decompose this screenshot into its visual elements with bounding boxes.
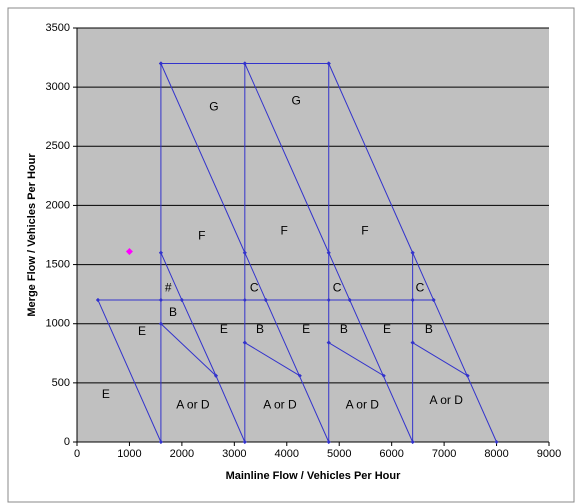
annotation: F [280, 224, 287, 238]
marker [465, 373, 470, 378]
annotation: C [250, 280, 259, 294]
annotation: B [169, 305, 177, 319]
marker [326, 61, 331, 66]
annotation: E [383, 322, 391, 336]
y-tick-label: 1500 [46, 258, 70, 270]
x-tick-label: 4000 [275, 448, 299, 460]
annotation: A or D [430, 393, 464, 407]
marker [179, 298, 184, 303]
x-tick-label: 0 [74, 448, 80, 460]
marker [297, 373, 302, 378]
marker [410, 340, 415, 345]
marker [242, 340, 247, 345]
x-tick-label: 2000 [170, 448, 194, 460]
plot-area [77, 28, 549, 442]
y-tick-label: 2000 [46, 199, 70, 211]
marker [326, 340, 331, 345]
x-axis-title: Mainline Flow / Vehicles Per Hour [226, 470, 402, 482]
x-tick-label: 1000 [117, 448, 141, 460]
annotation: B [340, 322, 348, 336]
marker [494, 440, 499, 444]
annotation: A or D [263, 398, 297, 412]
annotation: F [198, 228, 205, 242]
marker [431, 298, 436, 303]
marker [242, 440, 247, 444]
annotation: E [302, 322, 310, 336]
x-tick-label: 9000 [537, 448, 561, 460]
marker [326, 250, 331, 255]
y-tick-label: 1000 [46, 318, 70, 330]
marker [242, 250, 247, 255]
y-axis-title: Merge Flow / Vehicles Per Hour [26, 153, 38, 317]
annotation: E [102, 387, 110, 401]
y-tick-label: 500 [52, 377, 70, 389]
marker [158, 440, 163, 444]
marker [326, 440, 331, 444]
marker [326, 298, 331, 303]
annotation: B [425, 322, 433, 336]
marker [410, 298, 415, 303]
marker [95, 298, 100, 303]
annotation: F [361, 224, 368, 238]
marker [125, 248, 133, 256]
marker [347, 298, 352, 303]
annotation: A or D [176, 398, 210, 412]
marker [263, 298, 268, 303]
marker [158, 61, 163, 66]
annotation: C [416, 280, 425, 294]
x-tick-label: 3000 [222, 448, 246, 460]
marker [158, 321, 163, 326]
annotation: B [256, 322, 264, 336]
y-tick-label: 2500 [46, 140, 70, 152]
annotation: G [292, 94, 301, 108]
marker [242, 298, 247, 303]
marker [381, 373, 386, 378]
x-tick-label: 8000 [484, 448, 508, 460]
annotation: # [165, 280, 172, 294]
marker [242, 61, 247, 66]
x-tick-label: 6000 [379, 448, 403, 460]
y-tick-label: 3500 [46, 22, 70, 34]
marker [158, 250, 163, 255]
marker [410, 440, 415, 444]
annotation: E [220, 322, 228, 336]
marker [158, 298, 163, 303]
marker [213, 373, 218, 378]
x-tick-label: 5000 [327, 448, 351, 460]
annotation: A or D [346, 398, 380, 412]
annotation: C [333, 280, 342, 294]
x-tick-label: 7000 [432, 448, 456, 460]
y-tick-label: 3000 [46, 81, 70, 93]
marker [410, 250, 415, 255]
y-tick-label: 0 [64, 436, 70, 448]
annotation: G [209, 99, 218, 113]
annotation: E [138, 324, 146, 338]
